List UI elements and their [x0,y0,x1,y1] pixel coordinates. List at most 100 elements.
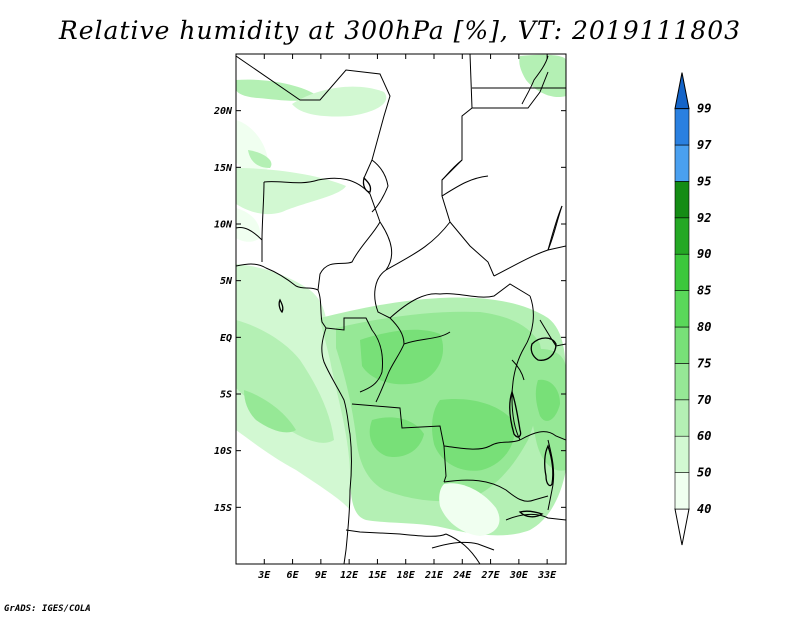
lon-tick-label: 15E [368,570,387,581]
border-malawi [547,439,555,511]
border-niger-chad [441,54,495,277]
map-frame [235,53,567,565]
credit-label: GrADS: IGES/COLA [4,604,91,614]
lat-tick-label: 20N [213,106,233,117]
lon-tick-label: 30E [509,570,529,581]
border-niger-east [371,159,389,213]
lake-malawi [544,444,554,487]
colorbar-level-label: 95 [697,174,711,188]
border-westafrica-2 [236,227,263,241]
lat-tick-label: 15S [214,503,232,514]
colorbar-level-label: 75 [697,356,711,370]
border-rwanda [511,359,525,381]
lat-tick-label: EQ [220,333,232,344]
colorbar-segment [674,326,690,364]
lon-tick-label: 24E [452,570,472,581]
humidity-region-south-dry-2 [350,520,440,564]
humidity-region-east-core [535,379,560,421]
humidity-region-atlantic-inner [244,390,296,433]
humidity-region-north-1 [236,79,318,101]
lake-volta [278,298,284,314]
border-ethiopia [547,205,563,251]
border-zimbabwe-moz [505,513,566,521]
colorbar-level-label: 60 [697,429,711,443]
latitude-axis: 20N 15N 10N 5N EQ 5S 10S 15S [213,106,566,514]
border-mali-algeria [236,55,391,179]
border-angola-east [443,445,447,483]
colorbar-segment [674,435,690,473]
lon-tick-label: 33E [537,570,557,581]
border-car-drc-link [403,331,451,345]
coastline-east-1 [521,55,549,105]
colorbar-under-arrow [674,508,690,546]
border-namibia-strip [431,541,495,551]
colorbar-level-label: 70 [697,393,711,407]
border-car-south [389,283,531,319]
humidity-field [236,54,566,564]
colorbar-segment [674,472,690,510]
border-drc-north [375,317,405,403]
border-egypt-sudan-north [472,71,549,109]
colorbar-segment [674,363,690,401]
chart-title: Relative humidity at 300hPa [%], VT: 201… [58,16,742,45]
lake-victoria [530,337,557,361]
longitude-axis: 3E 6E 9E 12E 15E 18E 21E 24E 27E 30E 33E [257,54,557,581]
colorbar-level-label: 40 [697,502,711,516]
colorbar-level-label: 99 [697,102,711,116]
lakes [278,176,557,518]
border-nigeria-niger [263,177,381,223]
colorbar-level-label: 50 [697,466,711,480]
lon-tick-label: 3E [257,570,271,581]
colorbar-segment [674,144,690,182]
humidity-region-atlantic-mid [236,320,334,443]
colorbar-segment [674,290,690,328]
humidity-region-ne [519,54,566,98]
humidity-region-south-dry [439,483,500,536]
colorbar-level-label: 80 [697,320,711,334]
colorbar-segment [674,253,690,291]
colorbar-level-label: 85 [697,284,711,298]
lat-tick-label: 10S [214,446,232,457]
border-zambia [443,479,549,502]
lat-tick-label: 15N [214,163,233,174]
border-chad-car [385,221,451,271]
lon-tick-label: 18E [397,570,416,581]
lon-tick-label: 9E [315,570,328,581]
humidity-region-north-4 [236,168,346,215]
border-sudan-ssudan [493,245,566,277]
border-drc-east [511,295,534,441]
lat-tick-label: 10N [214,220,233,231]
border-tanzania [519,431,566,441]
lon-tick-label: 12E [340,570,359,581]
colorbar-level-label: 92 [697,211,711,225]
colorbar-segment [674,399,690,437]
lon-tick-label: 6E [287,570,300,581]
colorbar-level-label: 90 [697,247,711,261]
colorbar-segment [674,181,690,219]
humidity-region-congo-inner-2 [432,398,515,471]
border-nigeria-cameroon [317,221,381,291]
colorbar-level-label: 97 [697,138,712,152]
humidity-region-north-2 [292,86,387,117]
border-sudan-west [441,175,489,197]
border-angola-south [345,529,447,537]
border-angola-north [351,403,445,447]
humidity-region-congo-inner-1 [360,329,444,385]
country-borders [236,54,566,564]
border-zambia-drc [443,439,521,450]
humidity-region-nw-coast [236,208,261,242]
border-gabon-congo [325,317,383,393]
border-chad-sudan [441,159,463,181]
lon-tick-label: 27E [481,570,501,581]
colorbar-segment [674,217,690,255]
lon-tick-label: 21E [424,570,444,581]
coastline-central-south [321,327,352,564]
lake-chad [362,176,372,193]
border-cameroon-car [374,221,393,319]
colorbar-over-arrow [674,72,690,110]
colorbar-segment [674,108,690,146]
lat-tick-label: 5S [220,390,232,401]
coastline-west-africa [236,263,327,329]
lake-tanganyika [509,389,522,438]
border-botswana [445,533,481,564]
